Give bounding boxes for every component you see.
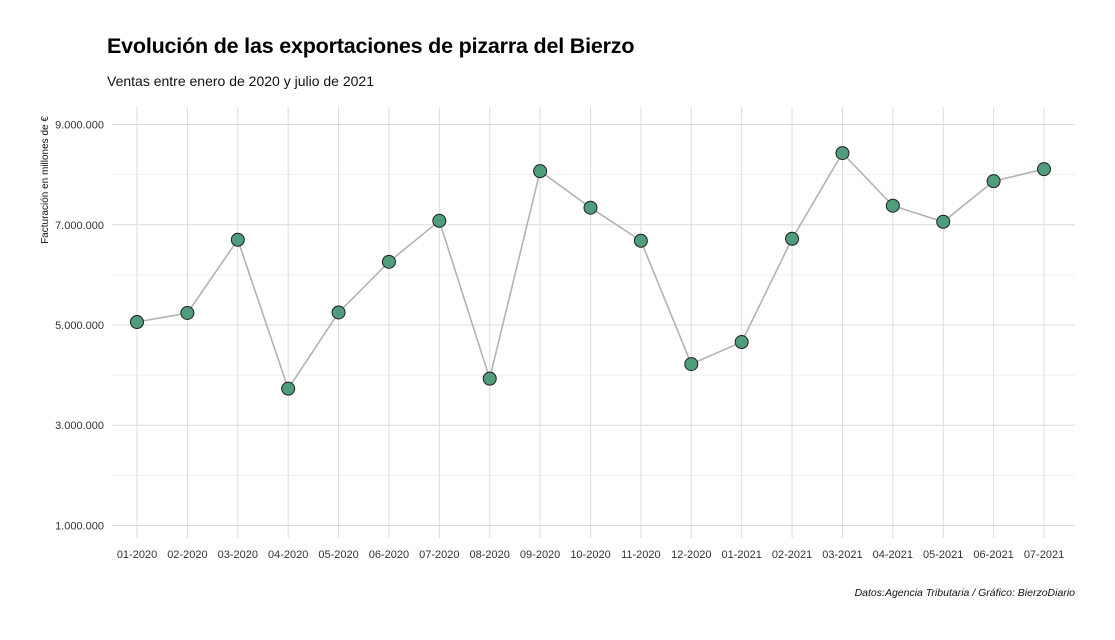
- data-point: 01-2021: [734, 335, 749, 350]
- data-point: 02-2020: [180, 305, 195, 320]
- data-point: 03-2021: [835, 146, 850, 161]
- data-point: 10-2020: [583, 200, 598, 215]
- x-tick-label: 08-2020: [470, 549, 510, 561]
- data-point: 06-2020: [381, 254, 396, 269]
- x-tick-label: 04-2021: [873, 549, 913, 561]
- grid-lines: [112, 107, 1075, 538]
- y-tick-label: 3.000.000: [55, 420, 104, 432]
- x-tick-label: 10-2020: [570, 549, 610, 561]
- x-tick-label: 03-2021: [822, 549, 862, 561]
- x-tick-label: 06-2020: [369, 549, 409, 561]
- y-axis-title: Facturación en millones de €: [40, 116, 51, 244]
- x-tick-label: 06-2021: [973, 549, 1013, 561]
- y-tick-label: 7.000.000: [55, 220, 104, 232]
- x-tick-label: 07-2021: [1024, 549, 1064, 561]
- y-axis-tick-labels: 1.000.000 3.000.000 5.000.000 7.000.000 9.00…: [55, 120, 104, 533]
- series-export-revenue: 01-2020 02-2020 03-2020 04-2020 05-2020 06-20…: [130, 146, 1051, 396]
- x-tick-label: 07-2020: [419, 549, 459, 561]
- data-point: 07-2021: [1037, 162, 1051, 177]
- y-tick-label: 5.000.000: [55, 320, 104, 332]
- chart-title: Evolución de las exportaciones de pizarr…: [107, 34, 635, 58]
- x-tick-label: 01-2021: [721, 549, 761, 561]
- x-axis-tick-labels: 01-2020 02-2020 03-2020 04-2020 05-2020 06-20…: [117, 549, 1064, 561]
- x-tick-label: 05-2021: [923, 549, 963, 561]
- x-tick-label: 11-2020: [621, 549, 661, 561]
- x-tick-label: 09-2020: [520, 549, 560, 561]
- data-point: 08-2020: [482, 371, 497, 386]
- x-tick-label: 04-2020: [268, 549, 308, 561]
- data-point: 01-2020: [130, 314, 144, 329]
- x-tick-label: 03-2020: [218, 549, 258, 561]
- data-point: 11-2020: [633, 233, 648, 248]
- data-point: 07-2020: [432, 213, 447, 228]
- chart-caption: Datos:Agencia Tributaria / Gráfico: Bier…: [854, 587, 1075, 599]
- data-point: 09-2020: [533, 164, 548, 179]
- y-tick-label: 1.000.000: [55, 520, 104, 532]
- data-point: 03-2020: [230, 232, 245, 247]
- data-point: 05-2021: [936, 214, 951, 229]
- x-tick-label: 02-2021: [772, 549, 812, 561]
- data-point: 12-2020: [684, 357, 699, 372]
- x-tick-label: 01-2020: [117, 549, 157, 561]
- x-tick-label: 12-2020: [671, 549, 711, 561]
- x-tick-label: 05-2020: [318, 549, 358, 561]
- y-tick-label: 9.000.000: [55, 120, 104, 132]
- data-point: 05-2020: [331, 305, 346, 320]
- x-tick-label: 02-2020: [167, 549, 207, 561]
- chart-subtitle: Ventas entre enero de 2020 y julio de 20…: [107, 73, 374, 89]
- data-point: 02-2021: [785, 231, 800, 246]
- data-point: 06-2021: [986, 174, 1001, 189]
- data-point: 04-2020: [281, 381, 296, 396]
- data-point: 04-2021: [885, 198, 900, 213]
